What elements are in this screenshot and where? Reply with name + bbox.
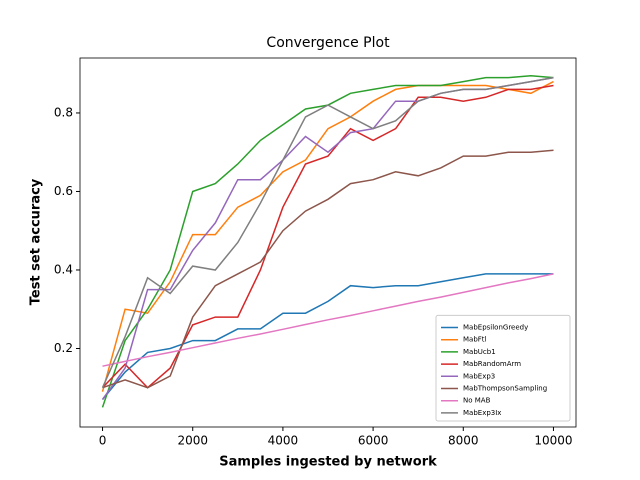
series-line [101,76,554,389]
plot-frame [79,57,577,428]
y-tick-label: 0.6 [54,184,73,198]
series-line [101,80,554,392]
x-tick-label: 4000 [268,434,299,448]
x-tick-label: 2000 [177,434,208,448]
legend-label: MabExp3Ix [463,409,501,417]
series-line [102,149,554,389]
legend-label: MabUcb1 [463,348,496,356]
legend-label: MabExp3 [463,372,495,380]
x-tick-label: 10000 [534,434,572,448]
y-tick-label: 0.2 [54,341,73,355]
series-line [101,84,554,389]
legend-label: MabFtl [463,336,487,344]
legend-label: No MAB [463,397,491,405]
chart-title: Convergence Plot [266,35,390,51]
x-axis-label: Samples ingested by network [219,455,437,470]
y-tick-label: 0.4 [54,262,73,276]
series-line [101,273,554,400]
legend-label: MabRandomArm [463,360,521,368]
series-line [102,273,554,367]
x-tick-label: 8000 [448,434,479,448]
y-axis-label: Test set accuracy [29,178,44,305]
y-tick-label: 0.8 [54,105,73,119]
legend-box [435,314,571,422]
legend-label: MabEpsilonGreedy [463,324,528,332]
x-tick-label: 0 [99,434,107,448]
x-tick-label: 6000 [358,434,389,448]
legend-label: MabThompsonSampling [463,385,547,393]
